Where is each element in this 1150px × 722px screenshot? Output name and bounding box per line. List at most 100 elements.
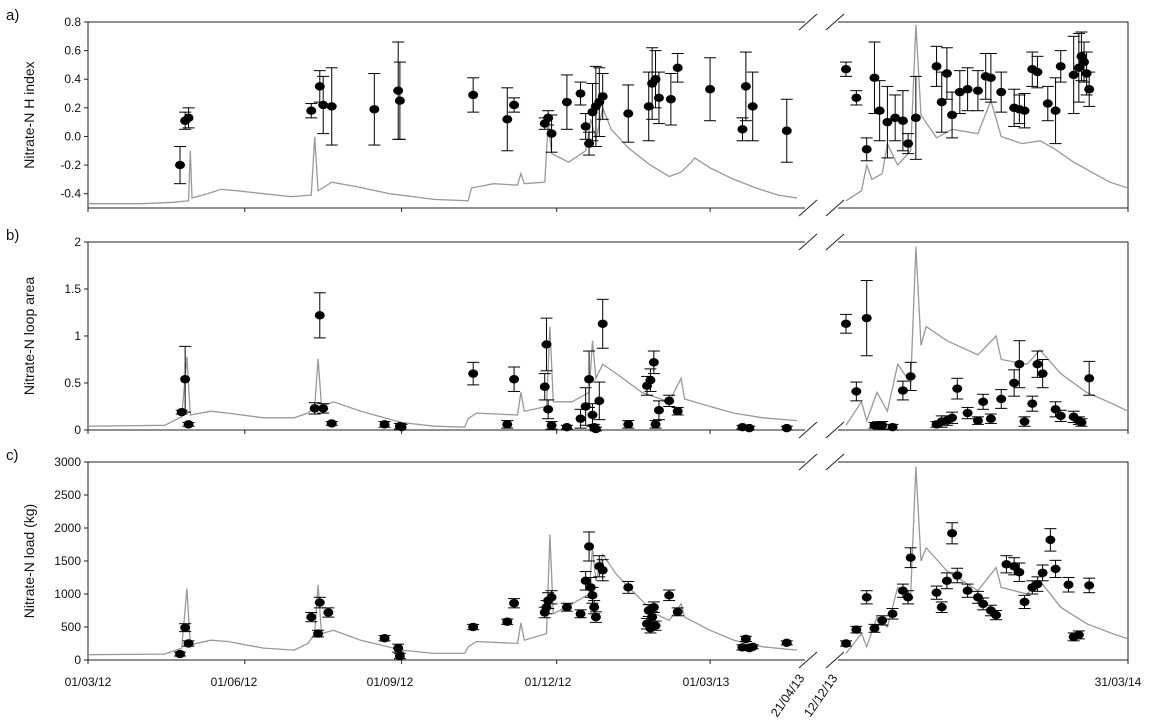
data-point [182,107,195,129]
data-point [1008,369,1021,397]
point-marker [991,610,1002,620]
point-marker [590,612,601,622]
point-marker [887,422,898,432]
data-point [1054,50,1067,83]
data-point [953,70,966,115]
point-marker [594,396,605,406]
data-point [622,420,635,429]
point-marker [546,129,557,138]
data-point [1018,594,1031,610]
data-point [1054,409,1067,423]
data-point [579,113,592,140]
data-point [704,57,717,122]
point-marker [648,358,659,367]
point-marker [744,423,755,433]
data-point [501,87,514,152]
point-marker [180,375,191,384]
plot-frame-right [838,241,1129,431]
y-tick-label: 0.2 [64,101,81,115]
data-point [392,41,405,140]
point-marker [947,413,958,422]
data-point [850,381,863,402]
data-point [179,623,192,633]
point-marker [379,634,390,643]
point-marker [394,651,405,661]
data-point [312,629,325,638]
data-point [902,590,915,605]
point-marker [313,629,324,638]
data-point [739,634,752,644]
data-point [951,377,964,400]
point-marker [962,85,973,94]
point-marker [509,599,520,608]
point-marker [947,110,958,120]
point-marker [664,591,675,600]
continuous-series-line [845,466,1129,654]
data-point [1026,395,1039,412]
continuous-series-line [87,326,798,428]
point-marker [1073,630,1084,640]
point-marker [326,419,337,428]
point-marker [910,113,921,123]
point-marker [887,609,898,618]
point-marker [1037,568,1048,578]
data-point [308,402,321,415]
data-point [746,71,759,142]
point-marker [972,86,983,95]
data-point [930,585,943,600]
point-marker [1019,597,1030,607]
x-tick-label: 01/06/12 [211,675,258,689]
y-tick-label: -0.2 [60,158,81,172]
point-marker [841,319,851,328]
point-marker [539,382,550,391]
data-point [860,590,873,605]
point-marker [931,62,942,71]
break-label-end: 12/12/13 [801,672,840,720]
data-point [1036,359,1049,389]
point-marker [851,387,862,396]
data-point [940,47,953,100]
point-marker [861,145,872,154]
data-point [746,642,759,651]
point-marker [590,424,601,434]
point-marker [869,624,880,633]
point-marker [541,603,552,612]
data-point [984,52,997,103]
data-point [589,611,602,623]
point-marker [954,87,965,97]
data-point [1083,577,1096,594]
plot-frame-left [87,461,805,661]
continuous-series-line [845,246,1129,426]
data-point [325,67,338,146]
data-point [902,133,915,155]
continuous-series-line [87,534,798,656]
point-marker [665,95,676,104]
point-marker [650,420,661,429]
data-point [1083,360,1096,396]
data-point [1067,35,1080,115]
data-point [313,596,326,609]
point-marker [584,375,595,384]
data-point [961,67,974,112]
point-marker [1032,579,1043,589]
point-marker [653,93,664,103]
axis-break-mark [798,13,818,31]
data-point [671,406,684,416]
data-point [179,345,192,413]
point-marker [1027,399,1038,408]
point-marker [1032,360,1043,369]
data-point [322,607,335,618]
point-marker [587,410,598,420]
y-axis-label: Nitrate-N H index [21,61,37,168]
plot-frame-left [87,241,805,431]
point-marker [972,593,983,602]
data-point [501,617,514,626]
y-tick-label: 0.0 [64,129,81,143]
point-marker [861,593,872,602]
point-marker [897,116,908,125]
data-point [909,75,922,160]
point-marker [393,643,404,653]
point-marker [546,421,557,430]
data-point [393,651,406,661]
data-point [647,350,660,375]
